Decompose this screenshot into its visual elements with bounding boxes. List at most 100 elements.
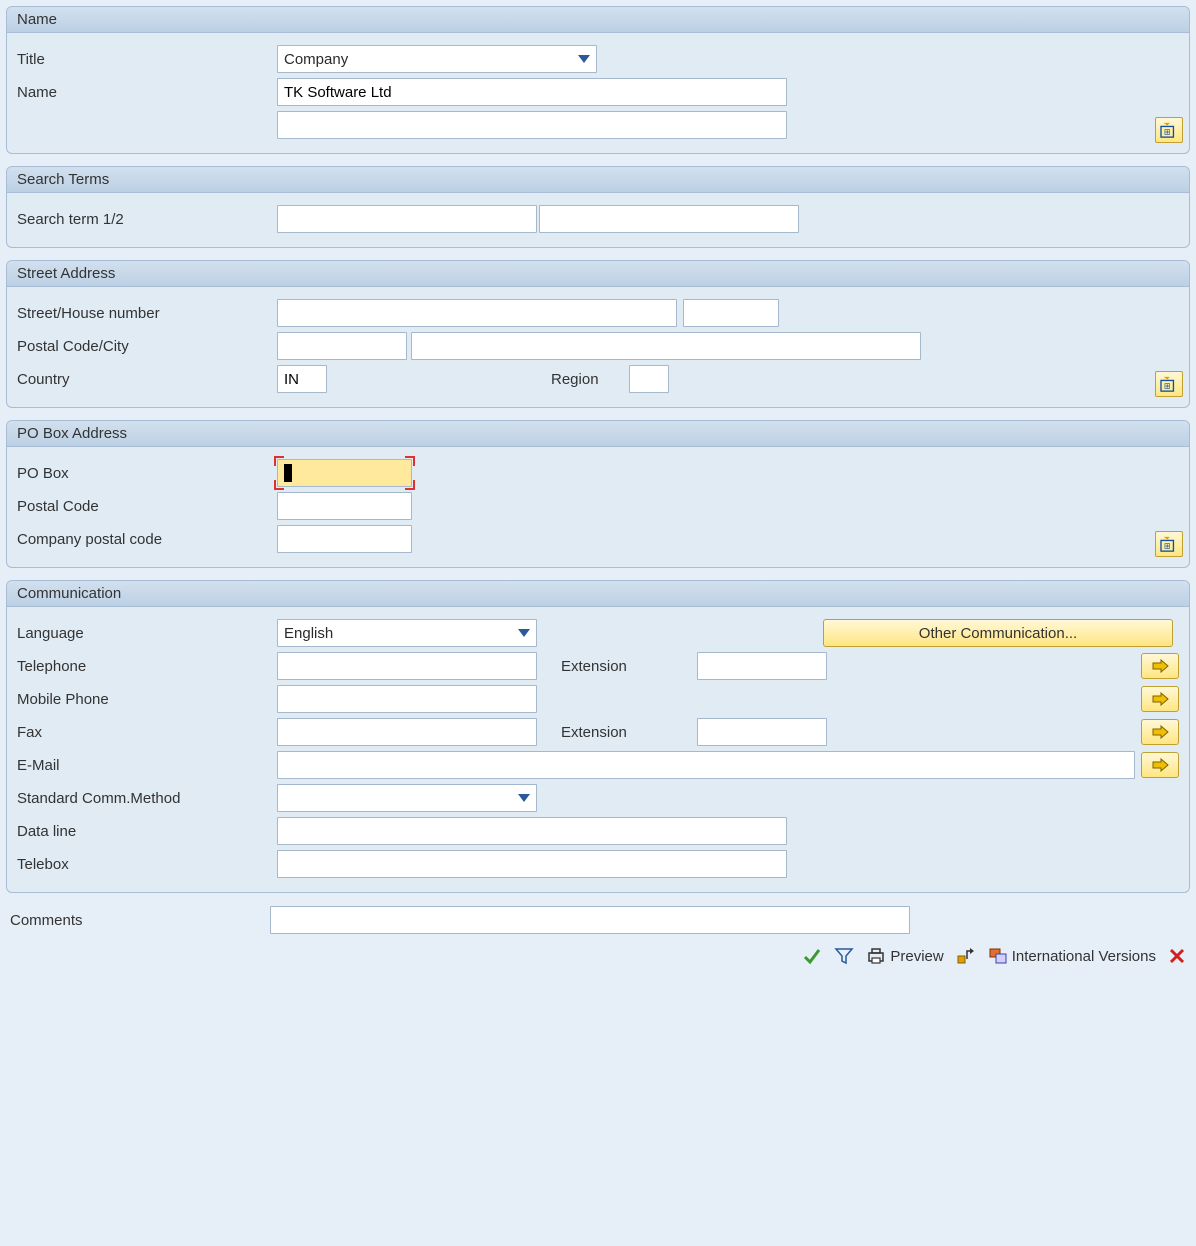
label-company-postal: Company postal code xyxy=(17,531,277,548)
fax-input[interactable] xyxy=(277,718,537,746)
pobox-input[interactable] xyxy=(277,459,412,487)
panel-street-header: Street Address xyxy=(7,261,1189,287)
country-input[interactable] xyxy=(277,365,327,393)
postal-input[interactable] xyxy=(277,332,407,360)
windows-icon xyxy=(988,947,1008,965)
other-communication-button[interactable]: Other Communication... xyxy=(823,619,1173,647)
intl-versions-button[interactable]: International Versions xyxy=(988,947,1156,965)
tel-extension-input[interactable] xyxy=(697,652,827,680)
funnel-icon xyxy=(834,947,854,965)
arrow-right-icon xyxy=(1151,692,1169,706)
name-input[interactable] xyxy=(277,78,787,106)
chevron-down-icon xyxy=(578,55,590,63)
city-input[interactable] xyxy=(411,332,921,360)
panel-pobox-body: PO Box Postal Code Company postal code xyxy=(7,447,1189,567)
arrow-right-icon xyxy=(1151,758,1169,772)
check-icon xyxy=(802,947,822,965)
label-language: Language xyxy=(17,625,277,642)
svg-text:⊞: ⊞ xyxy=(1164,381,1171,390)
label-std-comm: Standard Comm.Method xyxy=(17,790,277,807)
panel-street-body: Street/House number Postal Code/City Cou… xyxy=(7,287,1189,407)
expand-icon: ⊞ xyxy=(1160,536,1178,552)
chevron-down-icon xyxy=(518,629,530,637)
comments-input[interactable] xyxy=(270,906,910,934)
focus-corner-icon xyxy=(405,456,415,466)
search2-input[interactable] xyxy=(539,205,799,233)
close-icon xyxy=(1168,947,1186,965)
label-name: Name xyxy=(17,84,277,101)
telephone-more-button[interactable] xyxy=(1141,653,1179,679)
accept-button[interactable] xyxy=(802,947,822,965)
panel-name-header: Name xyxy=(7,7,1189,33)
label-street: Street/House number xyxy=(17,305,277,322)
expand-icon: ⊞ xyxy=(1160,376,1178,392)
label-title: Title xyxy=(17,51,277,68)
language-select-value: English xyxy=(284,625,333,642)
label-dataline: Data line xyxy=(17,823,277,840)
telebox-input[interactable] xyxy=(277,850,787,878)
company-postal-input[interactable] xyxy=(277,525,412,553)
title-select[interactable]: Company xyxy=(277,45,597,73)
language-select[interactable]: English xyxy=(277,619,537,647)
street-input[interactable] xyxy=(277,299,677,327)
filter-button[interactable] xyxy=(834,947,854,965)
label-search: Search term 1/2 xyxy=(17,211,277,228)
label-email: E-Mail xyxy=(17,757,277,774)
label-region: Region xyxy=(527,371,609,388)
email-input[interactable] xyxy=(277,751,1135,779)
label-country: Country xyxy=(17,371,277,388)
comments-row: Comments xyxy=(10,905,1186,935)
expand-street-button[interactable]: ⊞ xyxy=(1155,371,1183,397)
focus-corner-icon xyxy=(274,480,284,490)
mobile-more-button[interactable] xyxy=(1141,686,1179,712)
panel-communication-header: Communication xyxy=(7,581,1189,607)
bottom-toolbar: Preview International Versions xyxy=(0,941,1196,969)
expand-pobox-button[interactable]: ⊞ xyxy=(1155,531,1183,557)
mobile-input[interactable] xyxy=(277,685,537,713)
pobox-focused-wrapper xyxy=(277,459,412,487)
panel-search: Search Terms Search term 1/2 xyxy=(6,166,1190,248)
focus-corner-icon xyxy=(405,480,415,490)
dataline-input[interactable] xyxy=(277,817,787,845)
panel-search-header: Search Terms xyxy=(7,167,1189,193)
arrow-right-icon xyxy=(1151,725,1169,739)
transport-icon xyxy=(956,947,976,965)
search1-input[interactable] xyxy=(277,205,537,233)
label-tel-extension: Extension xyxy=(537,658,667,675)
title-select-value: Company xyxy=(284,51,348,68)
pobox-postal-input[interactable] xyxy=(277,492,412,520)
panel-communication: Communication Language English Other Com… xyxy=(6,580,1190,893)
panel-communication-body: Language English Other Communication... … xyxy=(7,607,1189,892)
telephone-input[interactable] xyxy=(277,652,537,680)
intl-label: International Versions xyxy=(1012,948,1156,965)
cancel-button[interactable] xyxy=(1168,947,1186,965)
preview-label: Preview xyxy=(890,948,943,965)
expand-name-button[interactable]: ⊞ xyxy=(1155,117,1183,143)
email-more-button[interactable] xyxy=(1141,752,1179,778)
panel-pobox: PO Box Address PO Box Postal Code Compan… xyxy=(6,420,1190,568)
house-input[interactable] xyxy=(683,299,779,327)
expand-icon: ⊞ xyxy=(1160,122,1178,138)
focus-corner-icon xyxy=(274,456,284,466)
panel-search-body: Search term 1/2 xyxy=(7,193,1189,247)
svg-text:⊞: ⊞ xyxy=(1164,127,1171,136)
region-input[interactable] xyxy=(629,365,669,393)
fax-more-button[interactable] xyxy=(1141,719,1179,745)
panel-name-body: Title Company Name ⊞ xyxy=(7,33,1189,153)
fax-extension-input[interactable] xyxy=(697,718,827,746)
name2-input[interactable] xyxy=(277,111,787,139)
label-telephone: Telephone xyxy=(17,658,277,675)
label-pobox: PO Box xyxy=(17,465,277,482)
arrow-right-icon xyxy=(1151,659,1169,673)
label-telebox: Telebox xyxy=(17,856,277,873)
panel-street: Street Address Street/House number Posta… xyxy=(6,260,1190,408)
transport-button[interactable] xyxy=(956,947,976,965)
label-postal-city: Postal Code/City xyxy=(17,338,277,355)
label-fax: Fax xyxy=(17,724,277,741)
std-comm-select[interactable] xyxy=(277,784,537,812)
label-mobile: Mobile Phone xyxy=(17,691,277,708)
panel-pobox-header: PO Box Address xyxy=(7,421,1189,447)
text-cursor-icon xyxy=(284,464,292,482)
preview-button[interactable]: Preview xyxy=(866,947,943,965)
label-comments: Comments xyxy=(10,912,270,929)
